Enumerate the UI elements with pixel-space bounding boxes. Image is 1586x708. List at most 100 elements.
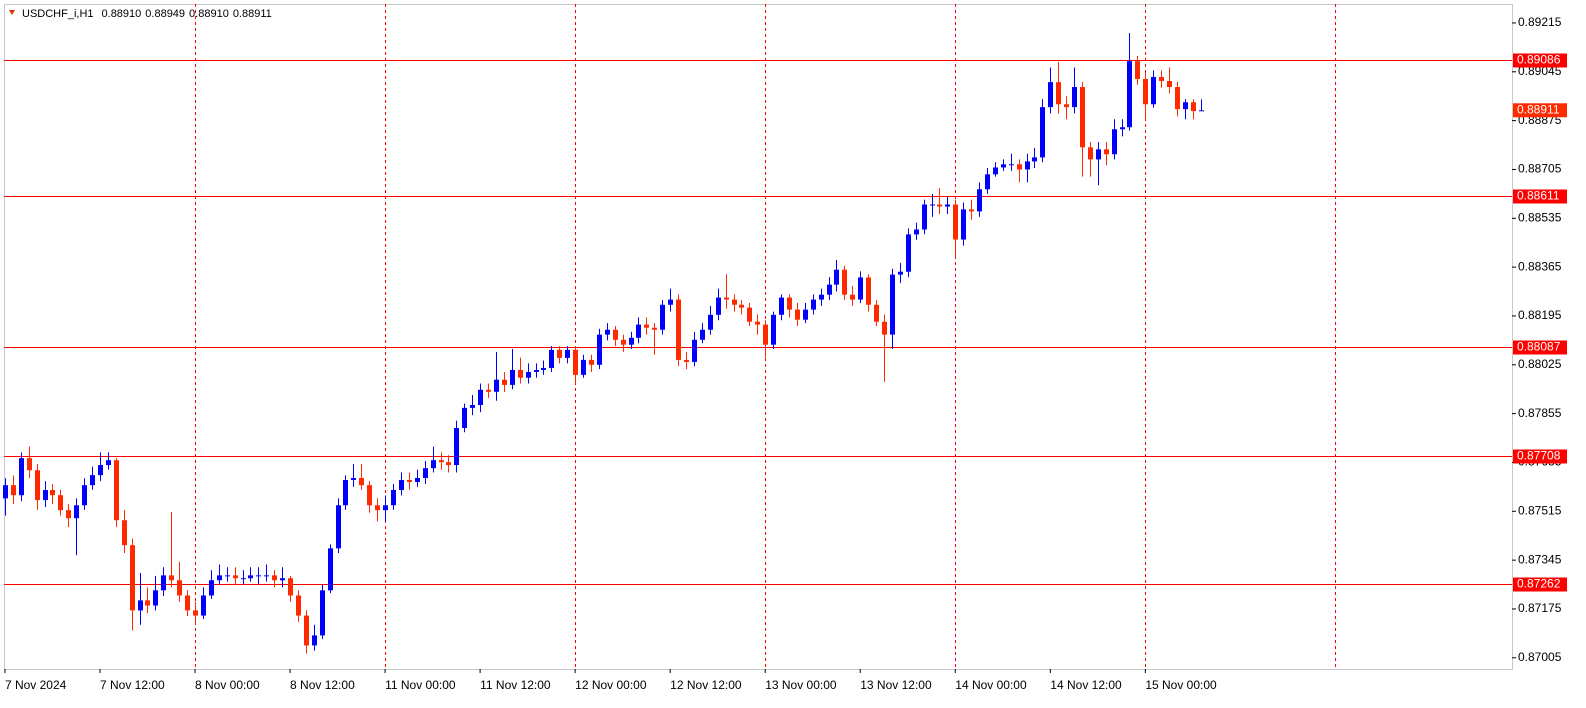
candle-body <box>1120 127 1125 130</box>
candle-body <box>945 204 950 207</box>
candle-body <box>716 297 721 315</box>
x-tick-label: 8 Nov 12:00 <box>290 678 355 692</box>
candle-body <box>1135 61 1140 79</box>
y-tick-label: 0.87855 <box>1518 406 1562 420</box>
x-tick-label: 12 Nov 12:00 <box>670 678 742 692</box>
candle-body <box>328 548 333 591</box>
x-tick-label: 7 Nov 2024 <box>5 678 67 692</box>
candle-body <box>874 304 879 322</box>
candle-body <box>930 204 935 206</box>
candle-body <box>169 575 174 581</box>
candle-body <box>684 359 689 362</box>
candle-body <box>1056 82 1061 105</box>
x-tick-label: 11 Nov 12:00 <box>480 678 551 692</box>
candle-body <box>732 299 737 305</box>
candle-body <box>676 299 681 360</box>
candle-body <box>1112 129 1117 155</box>
level-label-bg <box>1513 189 1567 204</box>
x-tick-label: 14 Nov 12:00 <box>1050 678 1122 692</box>
candle-body <box>795 309 800 320</box>
candle-body <box>779 297 784 315</box>
candle-body <box>1032 157 1037 162</box>
candle-body <box>1183 102 1188 110</box>
candle-body <box>35 470 40 501</box>
level-label-bg <box>1513 577 1567 592</box>
candle-body <box>605 329 610 335</box>
candle-body <box>803 309 808 320</box>
x-tick-label: 13 Nov 00:00 <box>765 678 837 692</box>
candle-body <box>383 505 388 511</box>
candle-body <box>692 339 697 362</box>
y-tick-label: 0.88025 <box>1518 357 1562 371</box>
candle-body <box>1009 164 1014 166</box>
candle-body <box>811 299 816 310</box>
candle-body <box>50 490 55 496</box>
level-label: 0.88087 <box>1517 340 1561 354</box>
y-tick-label: 0.87345 <box>1518 552 1562 566</box>
candle-body <box>3 485 8 499</box>
candle-body <box>454 427 459 466</box>
candle-body <box>74 505 79 519</box>
candle-body <box>375 505 380 511</box>
candle-body <box>1127 61 1132 128</box>
candle-body <box>304 615 309 646</box>
candle-body <box>98 465 103 476</box>
candle-body <box>961 209 966 240</box>
candle-body <box>399 479 404 491</box>
candle-body <box>478 389 483 406</box>
candle-body <box>82 485 87 506</box>
candle-body <box>320 590 325 636</box>
header-value: 0.88910 <box>102 8 142 20</box>
candle-body <box>1088 147 1093 160</box>
candle-body <box>613 329 618 340</box>
candle-body <box>90 475 95 486</box>
candle-body <box>1017 164 1022 170</box>
candle-body <box>122 520 127 546</box>
candle-body <box>1191 102 1196 112</box>
x-tick-label: 14 Nov 00:00 <box>955 678 1027 692</box>
candle-body <box>700 329 705 340</box>
candle-body <box>225 575 230 577</box>
candle-body <box>423 468 428 478</box>
x-tick-label: 11 Nov 00:00 <box>385 678 456 692</box>
candle-body <box>367 485 372 506</box>
candle-body <box>1072 87 1077 108</box>
candle-body <box>866 277 871 305</box>
candle-body <box>1001 164 1006 168</box>
candle-body <box>668 299 673 305</box>
candle-body <box>177 580 182 596</box>
x-tick-label: 13 Nov 12:00 <box>860 678 932 692</box>
candle-body <box>264 575 269 577</box>
candle-body <box>462 407 467 428</box>
candle-body <box>581 359 586 375</box>
y-tick-label: 0.89215 <box>1518 15 1562 29</box>
candle-body <box>510 369 515 385</box>
candle-body <box>130 545 135 611</box>
candle-body <box>660 304 665 330</box>
candle-body <box>241 578 246 580</box>
candle-body <box>589 359 594 365</box>
candle-body <box>185 595 190 611</box>
candle-body <box>446 462 451 466</box>
candle-body <box>296 595 301 616</box>
candle-body <box>969 209 974 212</box>
candle-body <box>161 575 166 591</box>
candle-body <box>66 510 71 519</box>
candle-body <box>486 389 491 392</box>
level-label: 0.87708 <box>1517 449 1561 463</box>
y-tick-label: 0.87515 <box>1518 503 1562 517</box>
candle-body <box>850 294 855 300</box>
candle-body <box>272 575 277 581</box>
candle-body <box>343 479 348 506</box>
candle-body <box>858 277 863 300</box>
header-arrow <box>9 10 15 15</box>
candle-body <box>58 495 63 511</box>
candle-body <box>827 284 832 295</box>
candle-body <box>415 477 420 482</box>
candle-body <box>1064 104 1069 108</box>
candle-body <box>201 595 206 616</box>
level-label-bg <box>1513 53 1567 68</box>
candle-body <box>114 460 119 521</box>
candle-body <box>106 460 111 466</box>
